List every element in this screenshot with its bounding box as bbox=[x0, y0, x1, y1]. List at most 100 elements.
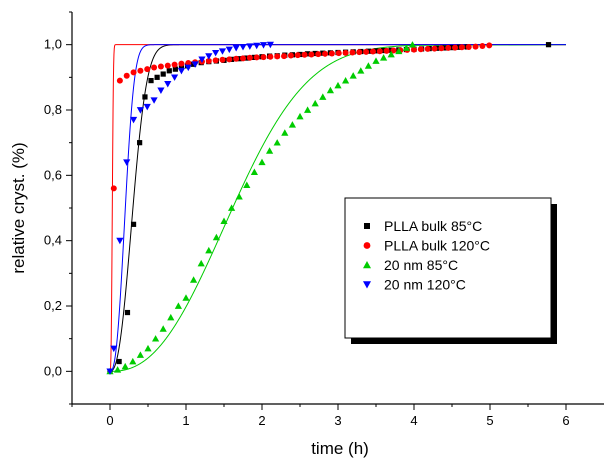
x-tick-label: 1 bbox=[182, 413, 189, 428]
data-point bbox=[373, 48, 379, 54]
data-point bbox=[182, 294, 190, 301]
data-point bbox=[225, 46, 233, 54]
data-point bbox=[380, 54, 388, 61]
data-point bbox=[219, 56, 226, 63]
data-point bbox=[253, 54, 260, 61]
data-point bbox=[220, 217, 228, 224]
data-point bbox=[167, 313, 175, 321]
data-point bbox=[342, 77, 350, 84]
data-point bbox=[545, 42, 552, 48]
data-point bbox=[311, 99, 319, 107]
data-points bbox=[106, 41, 552, 375]
y-tick-label: 0,6 bbox=[44, 167, 62, 182]
data-point bbox=[253, 42, 261, 50]
data-point bbox=[151, 64, 158, 71]
data-point bbox=[178, 60, 185, 67]
data-point bbox=[171, 61, 178, 68]
data-point bbox=[288, 121, 296, 128]
data-point bbox=[431, 45, 438, 52]
data-point bbox=[250, 168, 258, 175]
data-point bbox=[116, 358, 122, 365]
y-tick-label: 0,4 bbox=[44, 233, 62, 248]
x-tick-label: 6 bbox=[562, 413, 569, 428]
data-point bbox=[197, 259, 205, 267]
data-point bbox=[244, 55, 250, 61]
legend-label: PLLA bulk 120°C bbox=[384, 238, 490, 254]
data-point bbox=[376, 48, 383, 55]
data-point bbox=[164, 80, 172, 88]
data-point bbox=[411, 46, 417, 53]
data-point bbox=[218, 48, 227, 55]
legend-label: 20 nm 120°C bbox=[384, 277, 466, 293]
data-point bbox=[233, 55, 240, 62]
y-tick-label: 0,0 bbox=[44, 363, 62, 378]
data-point bbox=[472, 43, 479, 50]
data-point bbox=[178, 64, 185, 71]
data-point bbox=[315, 51, 322, 58]
data-point bbox=[364, 62, 372, 69]
data-point bbox=[212, 49, 220, 57]
data-point bbox=[164, 62, 171, 69]
data-point bbox=[390, 47, 397, 54]
data-point bbox=[363, 48, 370, 55]
data-point bbox=[172, 66, 178, 72]
axes: 0 1 2 3 4 5 6 0,0 0,2 0,4 0,6 0,8 1,0 bbox=[44, 11, 604, 428]
data-point bbox=[322, 50, 329, 57]
data-point bbox=[137, 67, 144, 74]
data-point bbox=[123, 159, 131, 166]
data-point bbox=[363, 261, 371, 269]
data-point bbox=[136, 351, 144, 358]
data-point bbox=[116, 77, 123, 84]
data-point bbox=[228, 204, 236, 211]
data-point bbox=[294, 52, 301, 59]
data-point bbox=[266, 41, 274, 49]
data-point bbox=[239, 44, 247, 51]
data-point bbox=[150, 97, 158, 104]
y-tick-label: 0,8 bbox=[44, 102, 62, 117]
data-point bbox=[159, 325, 167, 332]
data-point bbox=[205, 58, 212, 64]
data-point bbox=[171, 74, 179, 81]
data-point bbox=[235, 192, 243, 200]
data-point bbox=[116, 237, 124, 245]
data-point bbox=[129, 116, 138, 124]
data-point bbox=[387, 50, 395, 58]
data-point bbox=[136, 107, 144, 114]
data-point bbox=[184, 64, 192, 72]
data-point bbox=[185, 59, 192, 66]
data-point bbox=[452, 44, 459, 51]
data-point bbox=[121, 362, 129, 370]
data-point bbox=[357, 67, 365, 74]
data-point bbox=[174, 302, 182, 309]
data-point bbox=[191, 61, 199, 68]
data-point bbox=[143, 103, 151, 111]
data-point bbox=[243, 181, 251, 189]
data-point bbox=[190, 276, 198, 283]
data-point bbox=[129, 357, 137, 365]
data-point bbox=[342, 49, 349, 56]
data-point bbox=[130, 69, 137, 76]
data-point bbox=[246, 43, 254, 50]
data-point bbox=[305, 51, 311, 57]
data-point bbox=[212, 233, 220, 241]
data-point bbox=[205, 246, 213, 254]
data-point bbox=[296, 112, 304, 120]
data-point bbox=[364, 223, 370, 229]
data-point bbox=[319, 93, 327, 100]
y-axis-title: relative cryst. (%) bbox=[9, 142, 28, 273]
data-point bbox=[273, 139, 281, 146]
data-point bbox=[328, 50, 335, 57]
data-point bbox=[274, 53, 281, 60]
data-point bbox=[465, 43, 472, 50]
data-point bbox=[166, 68, 172, 74]
legend-box bbox=[344, 197, 552, 339]
data-point bbox=[144, 66, 151, 73]
data-point bbox=[154, 74, 160, 80]
data-point bbox=[130, 221, 137, 227]
data-point bbox=[304, 106, 312, 113]
data-point bbox=[198, 56, 206, 63]
data-point bbox=[395, 47, 403, 55]
data-point bbox=[381, 47, 387, 54]
data-point bbox=[226, 56, 233, 63]
x-tick-label: 3 bbox=[334, 413, 341, 428]
